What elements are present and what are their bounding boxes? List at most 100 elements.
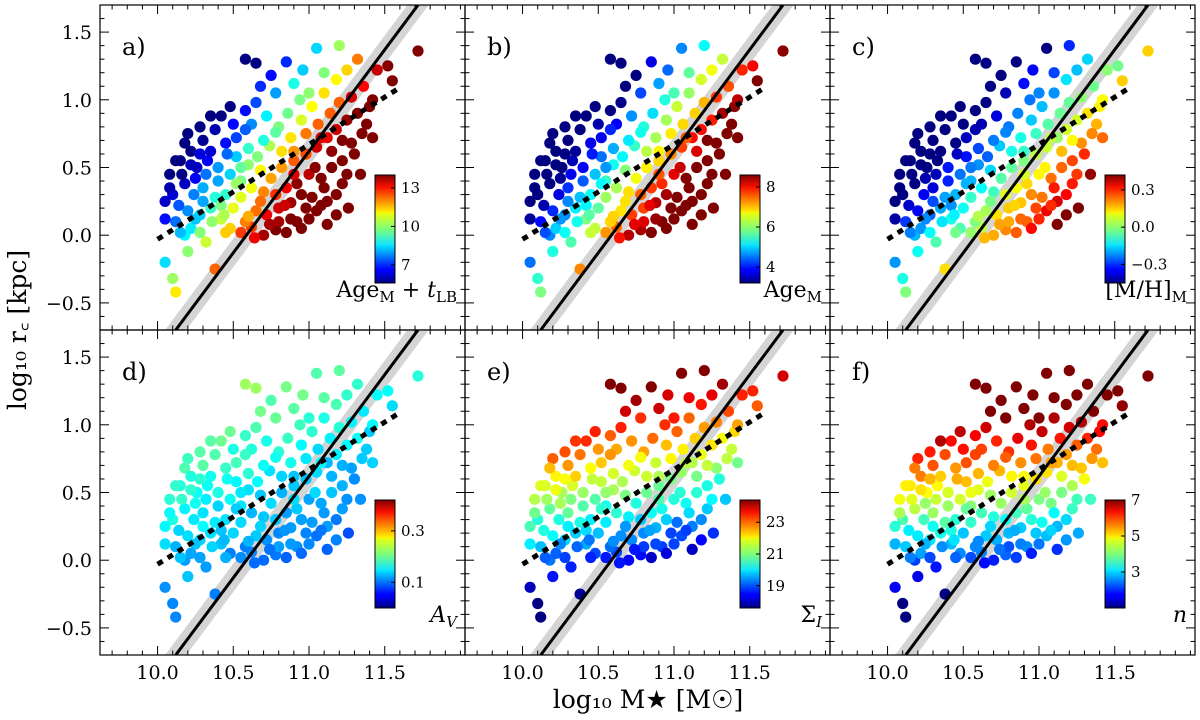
data-point	[1000, 412, 1012, 424]
data-point	[167, 597, 179, 610]
data-point	[656, 503, 668, 515]
data-point	[904, 551, 916, 564]
data-point	[1071, 389, 1083, 401]
data-point	[626, 110, 638, 122]
data-point	[250, 57, 262, 69]
data-point	[619, 520, 632, 533]
data-point	[330, 534, 342, 546]
data-point	[751, 400, 763, 412]
data-point	[924, 446, 936, 458]
data-point	[276, 470, 288, 482]
data-point	[1015, 538, 1027, 550]
data-point	[1024, 94, 1036, 106]
data-point	[972, 210, 985, 222]
data-point	[562, 182, 574, 194]
data-point	[538, 524, 550, 537]
data-point	[660, 514, 673, 526]
data-point	[270, 126, 282, 138]
data-point	[930, 236, 942, 248]
data-point	[939, 124, 951, 136]
data-point	[239, 105, 251, 117]
data-point	[571, 216, 583, 228]
y-tick-label: −0.5	[46, 293, 92, 315]
data-point	[889, 581, 901, 593]
data-point	[650, 538, 662, 550]
data-point	[565, 493, 577, 505]
data-point	[1003, 541, 1015, 553]
data-point	[647, 107, 659, 119]
data-point	[570, 435, 582, 447]
data-point	[341, 389, 353, 401]
data-point	[984, 195, 997, 207]
data-point	[224, 493, 236, 505]
data-point	[942, 486, 954, 499]
data-point	[645, 226, 657, 239]
data-point	[524, 581, 536, 593]
data-point	[909, 137, 921, 149]
data-point	[559, 226, 571, 239]
data-point	[356, 128, 368, 140]
data-point	[903, 524, 915, 537]
data-point	[242, 535, 254, 547]
data-point	[570, 470, 582, 482]
x-tick-label: 10.0	[501, 662, 543, 684]
data-point	[592, 202, 604, 214]
data-point	[532, 272, 544, 285]
data-point	[623, 511, 635, 523]
data-point	[630, 497, 642, 509]
data-point	[1010, 551, 1022, 564]
data-point	[303, 213, 315, 225]
data-point	[972, 142, 985, 155]
data-point	[1033, 87, 1045, 99]
data-point	[695, 514, 707, 526]
data-point	[935, 110, 947, 122]
data-point	[194, 551, 206, 564]
data-point	[691, 486, 703, 499]
data-point	[668, 412, 680, 424]
data-point	[691, 470, 703, 482]
data-point	[595, 151, 607, 163]
data-point	[619, 80, 632, 92]
data-point	[318, 412, 330, 424]
data-point	[173, 199, 185, 211]
data-point	[159, 213, 171, 225]
data-point	[206, 216, 218, 228]
data-point	[547, 570, 559, 583]
data-point	[900, 480, 912, 492]
data-point	[341, 168, 353, 180]
panel-label: c)	[852, 33, 875, 61]
data-point	[623, 134, 635, 146]
data-point	[645, 551, 657, 564]
data-point	[988, 134, 1000, 146]
data-point	[623, 186, 635, 198]
data-point	[258, 134, 270, 146]
data-point	[689, 107, 701, 119]
data-point	[960, 476, 972, 488]
data-point	[653, 77, 665, 90]
data-point	[585, 551, 597, 564]
data-point	[653, 402, 665, 415]
data-point	[991, 435, 1003, 447]
data-point	[674, 486, 686, 499]
data-point	[936, 541, 948, 553]
data-point	[354, 493, 367, 505]
data-point	[984, 80, 997, 92]
data-point	[927, 520, 939, 533]
data-point	[972, 467, 985, 480]
data-point	[924, 121, 936, 133]
data-point	[595, 476, 607, 488]
data-point	[616, 476, 629, 488]
data-point	[224, 168, 236, 180]
data-point	[676, 367, 688, 379]
data-point	[270, 451, 282, 463]
data-point	[315, 497, 327, 509]
data-point	[906, 168, 918, 180]
data-point	[306, 191, 318, 203]
data-point	[580, 435, 592, 447]
data-point	[209, 191, 221, 203]
data-point	[235, 551, 247, 564]
data-point	[695, 534, 707, 546]
data-point	[159, 256, 171, 268]
data-point	[321, 218, 333, 230]
data-point	[978, 557, 991, 569]
